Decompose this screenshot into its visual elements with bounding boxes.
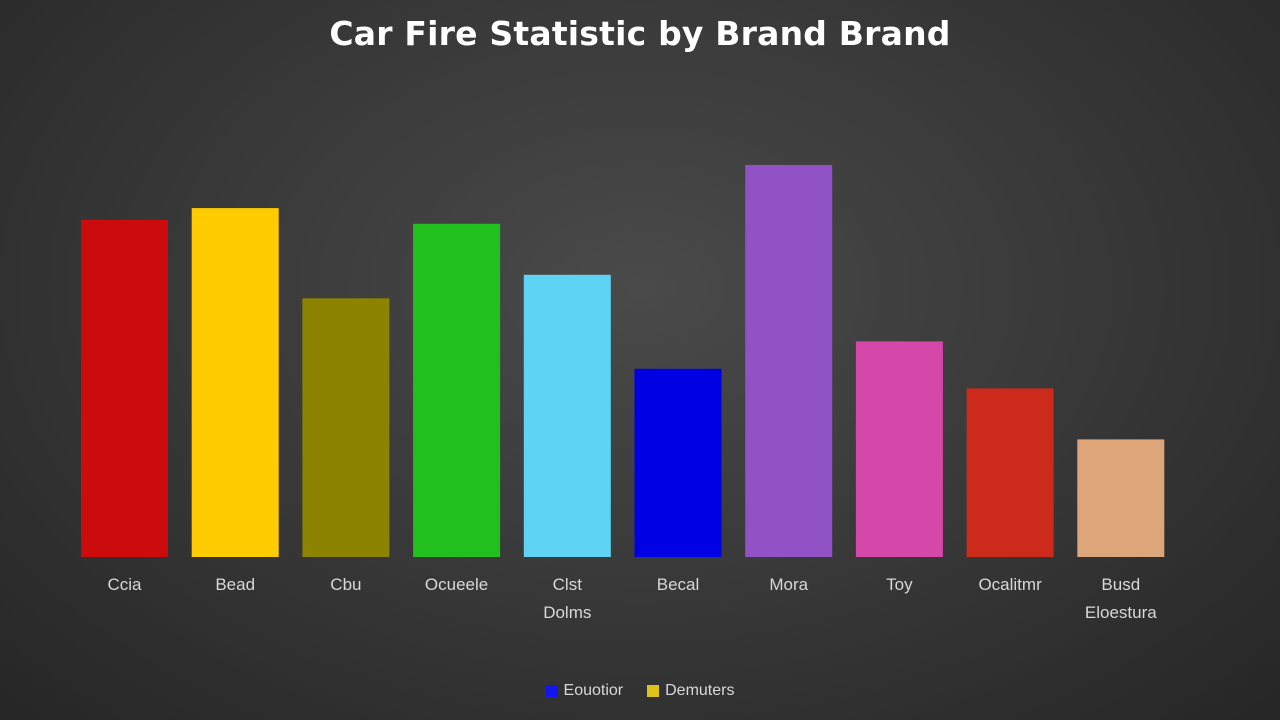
legend-item-2: Demuters (647, 682, 734, 700)
legend-swatch (545, 685, 558, 697)
legend-label: Eouotior (563, 682, 624, 699)
category-label-8: Toy (886, 575, 913, 594)
category-label-7: Mora (769, 575, 808, 594)
bar-1 (81, 219, 168, 557)
bar-10 (1077, 439, 1165, 557)
bar-7 (745, 165, 833, 557)
category-label-3: Cbu (330, 575, 361, 594)
bar-5 (523, 274, 611, 557)
bar-3 (302, 298, 390, 557)
bar-9 (966, 388, 1054, 557)
category-label-5: Clst Dolms (543, 575, 591, 622)
bar-4 (413, 223, 501, 558)
legend-swatch (647, 685, 660, 697)
chart-title: Car Fire Statistic by Brand Brand (329, 14, 951, 53)
chart-legend: Eouotior Demuters (0, 682, 1280, 700)
category-label-4: Ocueele (425, 575, 488, 594)
category-label-1: Ccia (107, 575, 142, 594)
bar-2 (191, 208, 279, 557)
bar-8 (855, 341, 943, 557)
legend-item-1: Eouotior (545, 682, 624, 700)
category-label-9: Ocalitmr (978, 575, 1042, 594)
bar-6 (634, 368, 722, 557)
category-label-6: Becal (657, 575, 700, 594)
legend-label: Demuters (665, 682, 735, 699)
category-label-2: Bead (215, 575, 255, 594)
category-label-10: Busd Eloestura (1085, 575, 1157, 622)
